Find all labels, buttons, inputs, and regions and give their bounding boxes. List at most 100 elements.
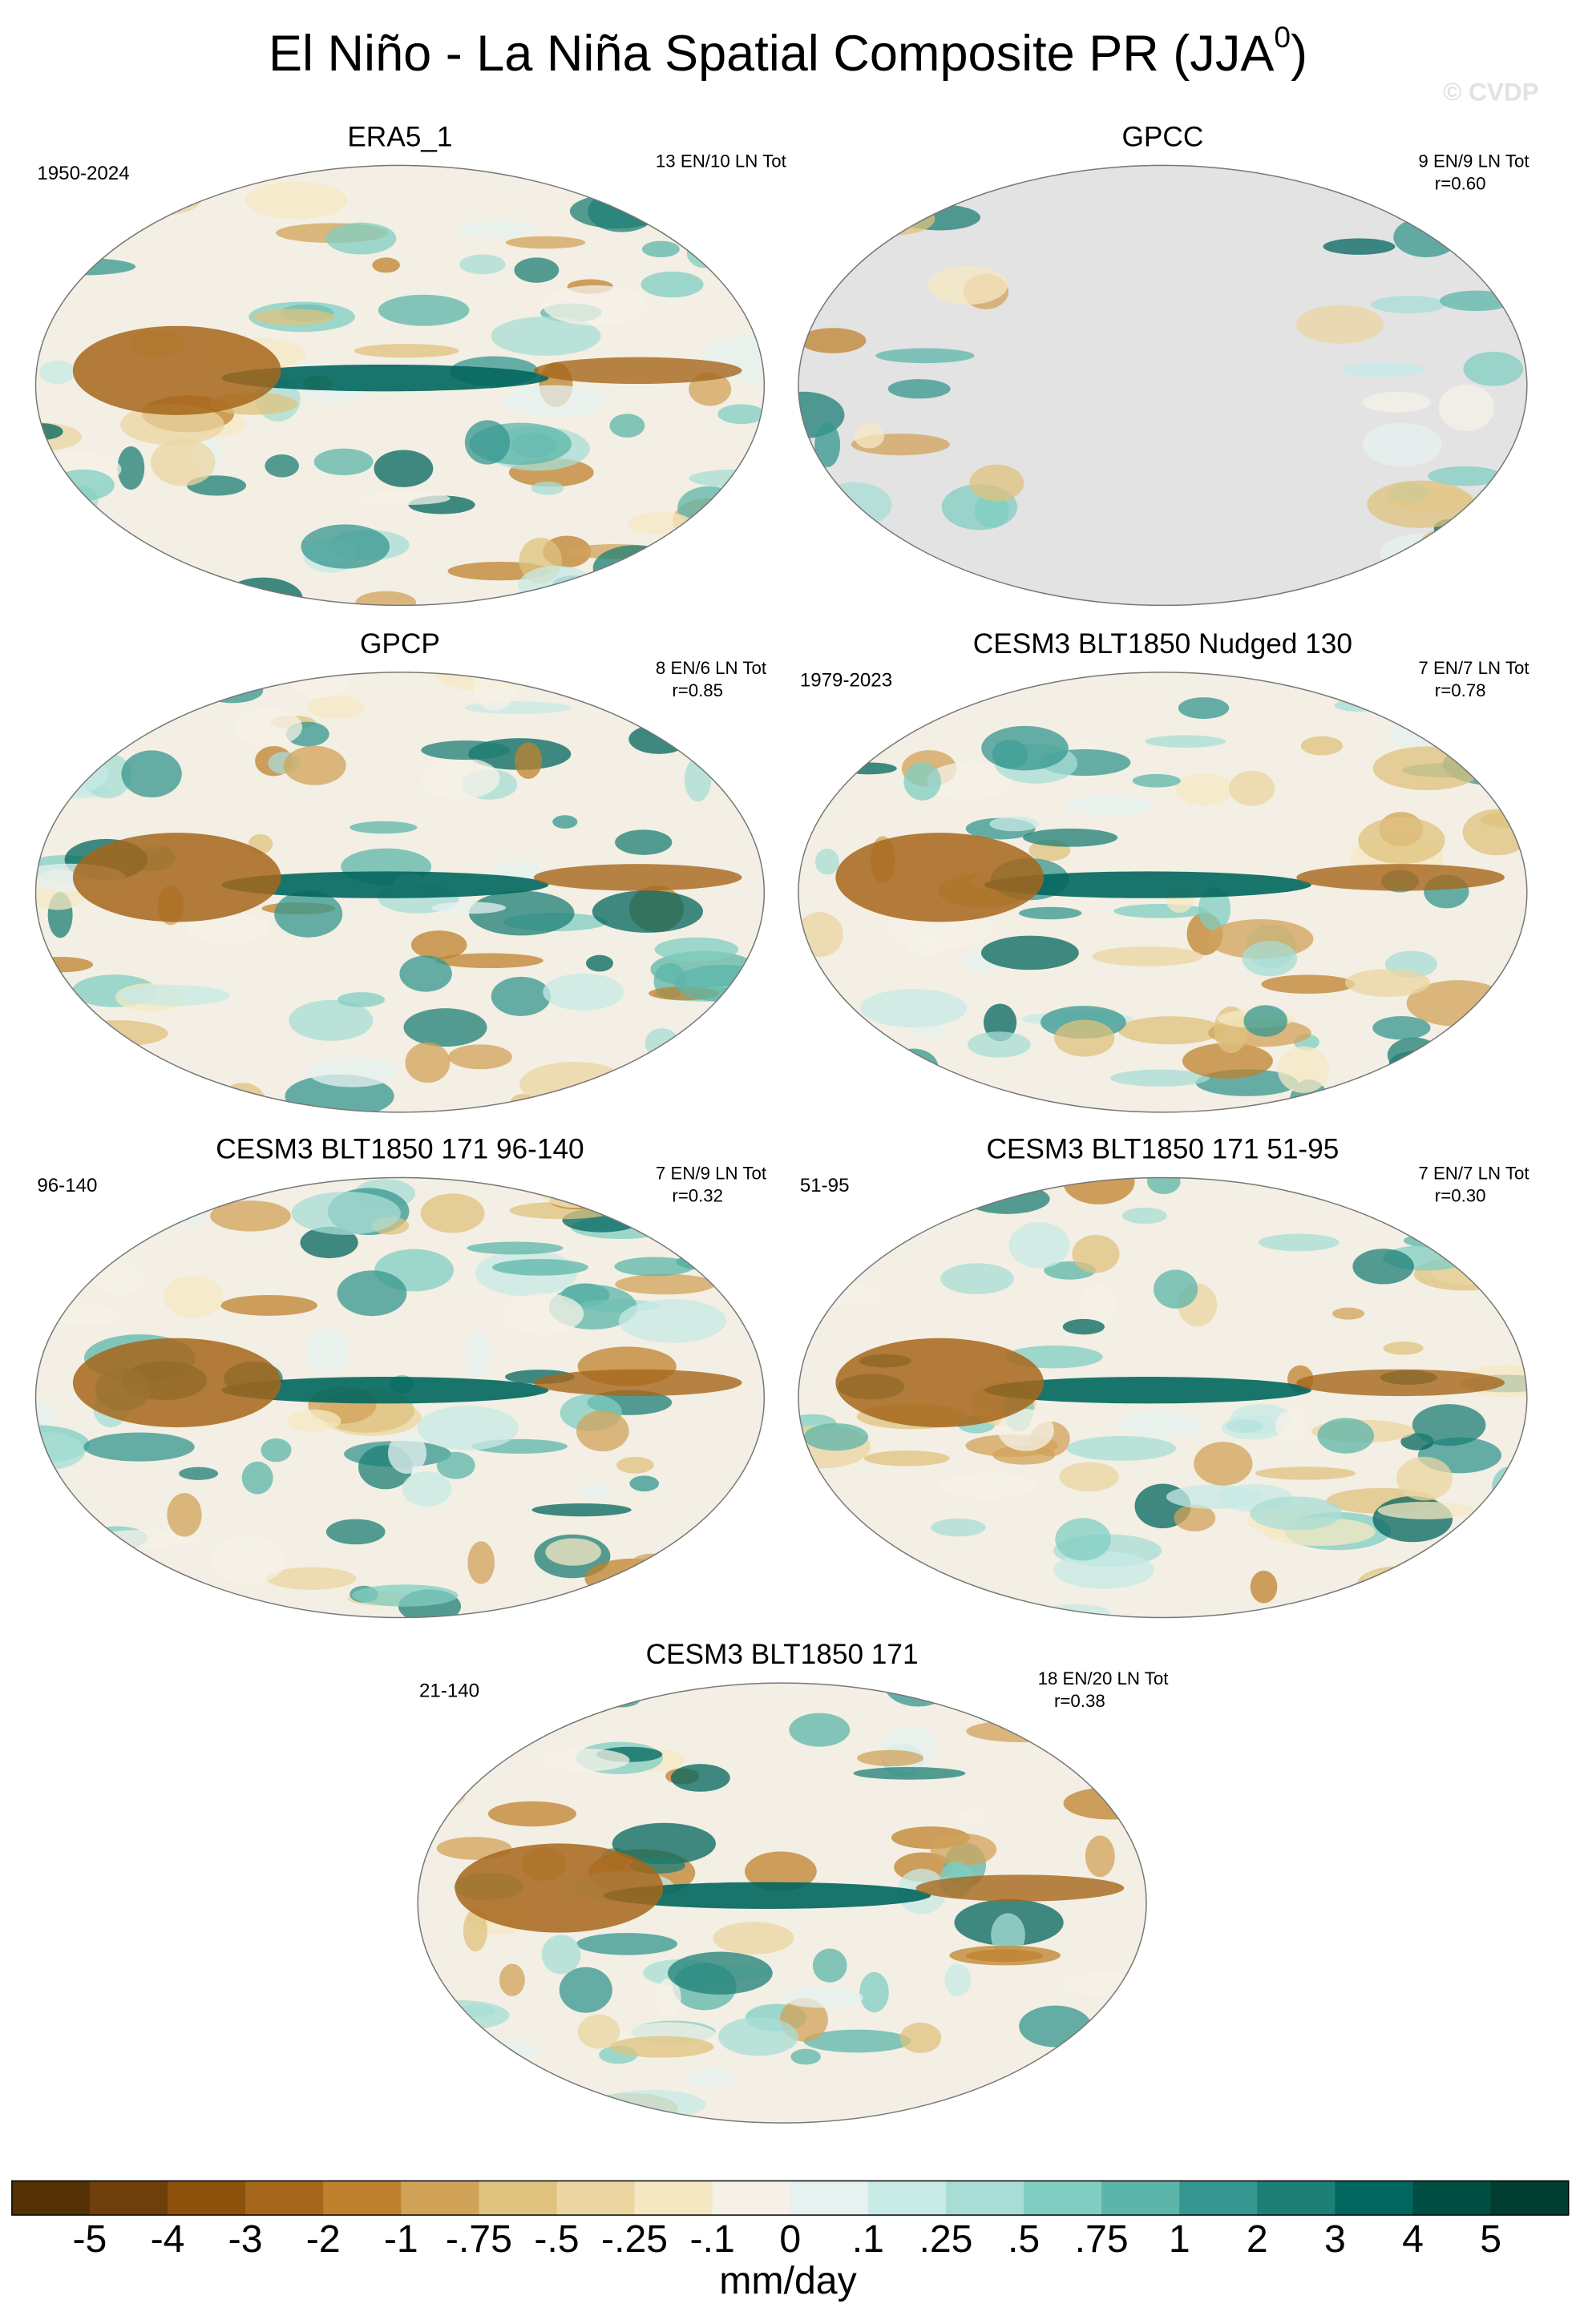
colorbar-label: -3 — [228, 2217, 263, 2261]
anomaly-patch — [1063, 1787, 1146, 1820]
colorbar-label: -.75 — [446, 2217, 512, 2261]
anomaly-patch — [875, 348, 975, 364]
panel-period: 21-140 — [419, 1680, 479, 1702]
anomaly-patch — [35, 1249, 77, 1267]
anomaly-patch — [618, 1298, 727, 1343]
anomaly-patch — [863, 1450, 950, 1467]
warm-pool — [72, 1338, 281, 1428]
anomaly-patch — [713, 1922, 794, 1955]
anomaly-patch — [510, 1093, 535, 1112]
anomaly-patch — [38, 360, 76, 384]
anomaly-patch — [595, 672, 656, 682]
colorbar-box — [867, 2181, 947, 2216]
anomaly-patch — [959, 1808, 988, 1825]
anomaly-patch — [1182, 1043, 1273, 1079]
anomaly-patch — [1323, 238, 1396, 255]
anomaly-patch — [354, 344, 459, 358]
atlantic-band — [533, 1369, 742, 1397]
anomaly-patch — [667, 1951, 773, 1995]
anomaly-patch — [417, 1406, 519, 1450]
anomaly-patch — [1092, 946, 1203, 966]
anomaly-patch — [906, 939, 948, 956]
anomaly-patch — [931, 1518, 986, 1537]
anomaly-patch — [283, 745, 346, 785]
anomaly-patch — [615, 1273, 716, 1295]
anomaly-patch — [399, 955, 452, 992]
equatorial-band — [221, 364, 549, 392]
anomaly-patch — [431, 2040, 539, 2064]
anomaly-patch — [1412, 1404, 1486, 1446]
anomaly-patch — [219, 1083, 267, 1112]
anomaly-patch — [436, 1451, 475, 1479]
colorbar-box — [89, 2181, 168, 2216]
panel-stats: r=0.38 — [1054, 1691, 1105, 1711]
anomaly-patch — [1054, 1019, 1115, 1057]
anomaly-patch — [55, 1305, 120, 1325]
panel-title: CESM3 BLT1850 171 51-95 — [986, 1133, 1339, 1164]
colorbar-frame — [11, 2180, 1570, 2216]
panel-stats: 18 EN/20 LN Tot — [1038, 1668, 1170, 1689]
anomaly-patch — [337, 992, 386, 1007]
anomaly-patch — [1178, 697, 1230, 720]
anomaly-patch — [499, 1963, 525, 1996]
anomaly-patch — [35, 257, 136, 276]
anomaly-patch — [1117, 1016, 1223, 1045]
anomaly-patch — [965, 1949, 1044, 1963]
anomaly-patch — [1364, 1571, 1408, 1584]
anomaly-patch — [814, 849, 839, 875]
colorbar-label: 0 — [779, 2217, 801, 2261]
anomaly-patch — [429, 1717, 487, 1760]
anomaly-patch — [670, 1764, 730, 1792]
anomaly-patch — [702, 731, 765, 748]
colorbar-label: .1 — [852, 2217, 884, 2261]
anomaly-patch — [625, 1553, 679, 1589]
anomaly-patch — [656, 532, 759, 577]
anomaly-patch — [1428, 466, 1503, 486]
anomaly-patch — [1484, 1255, 1527, 1295]
equatorial-band — [604, 1882, 931, 1909]
map — [35, 1177, 765, 1618]
anomaly-patch — [410, 930, 467, 960]
anomaly-patch — [1064, 1971, 1146, 1997]
anomaly-patch — [1229, 770, 1275, 806]
anomaly-patch — [790, 2048, 822, 2065]
anomaly-patch — [1065, 795, 1152, 816]
colorbar-box — [479, 2181, 558, 2216]
panel-period: 96-140 — [37, 1175, 97, 1196]
atlantic-band — [1296, 864, 1505, 891]
anomaly-patch — [175, 1196, 207, 1225]
anomaly-patch — [1261, 974, 1356, 995]
anomaly-patch — [1463, 351, 1524, 386]
anomaly-patch — [967, 2093, 1025, 2124]
anomaly-patch — [687, 2068, 733, 2088]
equatorial-band — [221, 871, 549, 898]
anomaly-patch — [307, 1328, 348, 1374]
anomaly-patch — [1344, 969, 1431, 997]
anomaly-patch — [372, 257, 400, 273]
anomaly-patch — [614, 1257, 695, 1277]
anomaly-patch — [265, 454, 299, 478]
anomaly-patch — [1434, 551, 1527, 564]
anomaly-patch — [1055, 1518, 1111, 1561]
anomaly-patch — [1194, 1442, 1253, 1486]
anomaly-patch — [505, 236, 586, 249]
anomaly-patch — [1198, 887, 1231, 931]
anomaly-patch — [543, 973, 624, 1011]
anomaly-patch — [798, 1075, 847, 1112]
map-border — [34, 672, 766, 1113]
panel-title: ERA5_1 — [347, 121, 452, 152]
anomaly-patch — [1388, 716, 1489, 753]
anomaly-patch — [1440, 290, 1513, 312]
anomaly-patch — [428, 1754, 471, 1781]
anomaly-patch — [857, 202, 935, 236]
anomaly-patch — [1372, 746, 1482, 791]
anomaly-patch — [1396, 1456, 1453, 1501]
colorbar-box — [401, 2181, 479, 2216]
anomaly-patch — [789, 1713, 851, 1747]
anomaly-patch — [853, 1767, 966, 1780]
anomaly-patch — [244, 181, 348, 220]
equatorial-band — [984, 1377, 1311, 1404]
anomaly-patch — [981, 725, 1069, 771]
anomaly-patch — [1146, 1177, 1181, 1195]
anomaly-patch — [1120, 1410, 1203, 1438]
